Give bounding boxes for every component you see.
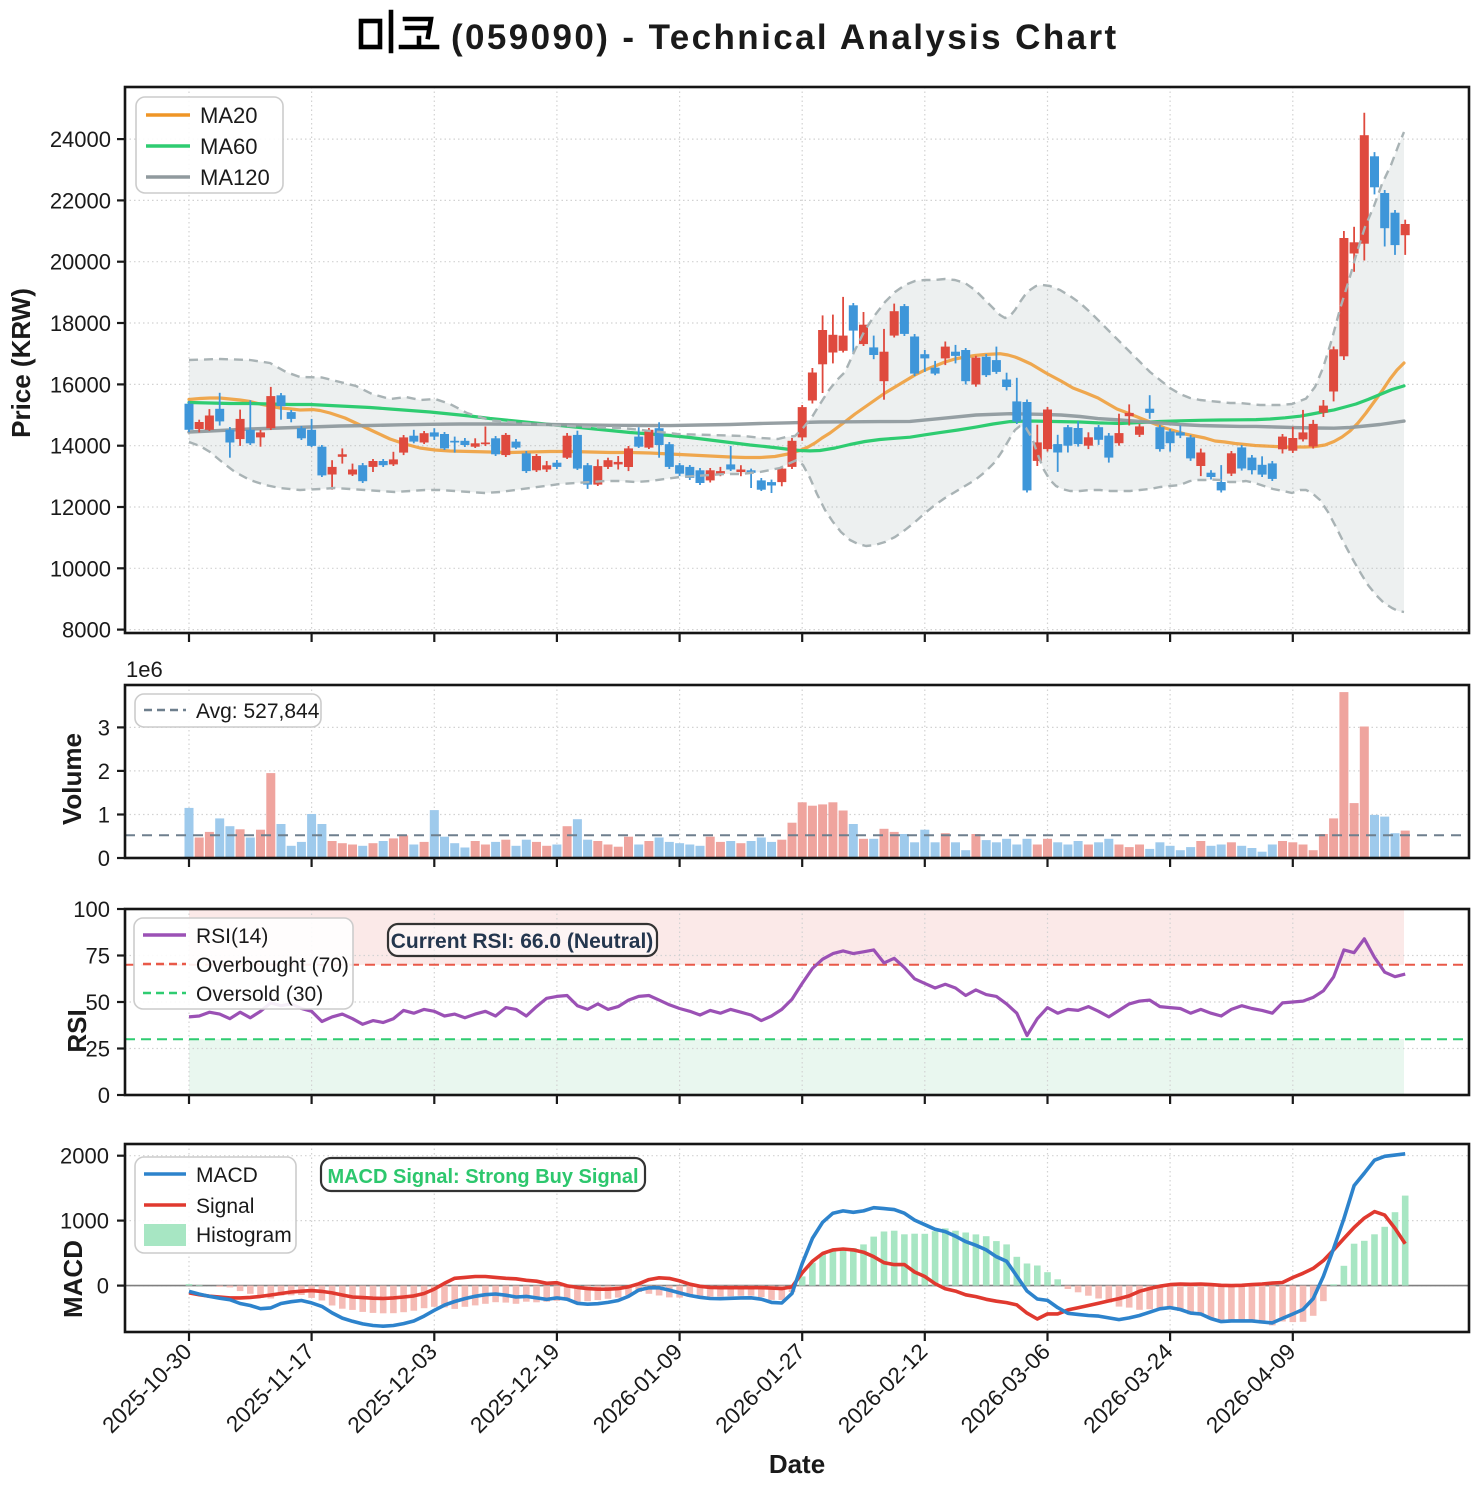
svg-text:MACD: MACD: [196, 1164, 258, 1187]
svg-text:1e6: 1e6: [126, 657, 163, 682]
svg-text:50: 50: [86, 990, 110, 1015]
svg-text:Histogram: Histogram: [196, 1224, 292, 1247]
svg-text:18000: 18000: [50, 311, 111, 336]
svg-text:22000: 22000: [50, 188, 111, 213]
svg-text:16000: 16000: [50, 372, 111, 397]
svg-text:Oversold (30): Oversold (30): [196, 983, 323, 1006]
svg-text:RSI: RSI: [62, 1009, 92, 1052]
svg-text:10000: 10000: [50, 556, 111, 581]
svg-text:MA120: MA120: [200, 165, 270, 190]
svg-text:Current RSI: 66.0 (Neutral): Current RSI: 66.0 (Neutral): [391, 930, 654, 953]
svg-text:2000: 2000: [60, 1144, 109, 1169]
svg-text:1: 1: [98, 802, 110, 827]
svg-text:MACD Signal: Strong Buy Signal: MACD Signal: Strong Buy Signal: [327, 1166, 638, 1188]
svg-text:0: 0: [98, 1083, 110, 1108]
svg-text:Overbought (70): Overbought (70): [196, 954, 349, 977]
svg-text:14000: 14000: [50, 434, 111, 459]
svg-text:Price (KRW): Price (KRW): [6, 288, 36, 438]
svg-text:100: 100: [73, 897, 110, 922]
svg-text:RSI(14): RSI(14): [196, 925, 268, 948]
svg-text:0: 0: [97, 1274, 109, 1299]
svg-text:75: 75: [86, 944, 110, 969]
svg-text:24000: 24000: [50, 127, 111, 152]
svg-text:25: 25: [86, 1037, 110, 1062]
svg-text:12000: 12000: [50, 495, 111, 520]
svg-text:2: 2: [98, 759, 110, 784]
svg-text:1000: 1000: [60, 1209, 109, 1234]
svg-text:MA60: MA60: [200, 134, 257, 159]
svg-text:20000: 20000: [50, 250, 111, 275]
svg-text:3: 3: [98, 715, 110, 740]
svg-text:(059090) - Technical Analysis: (059090) - Technical Analysis Chart: [451, 18, 1119, 57]
svg-text:Date: Date: [769, 1449, 825, 1479]
svg-text:Signal: Signal: [196, 1195, 254, 1218]
svg-text:MA20: MA20: [200, 103, 257, 128]
svg-text:Avg: 527,844: Avg: 527,844: [196, 700, 320, 723]
svg-text:MACD: MACD: [58, 1240, 88, 1318]
svg-text:Volume: Volume: [57, 733, 87, 825]
svg-text:8000: 8000: [62, 618, 111, 643]
svg-text:0: 0: [98, 846, 110, 871]
